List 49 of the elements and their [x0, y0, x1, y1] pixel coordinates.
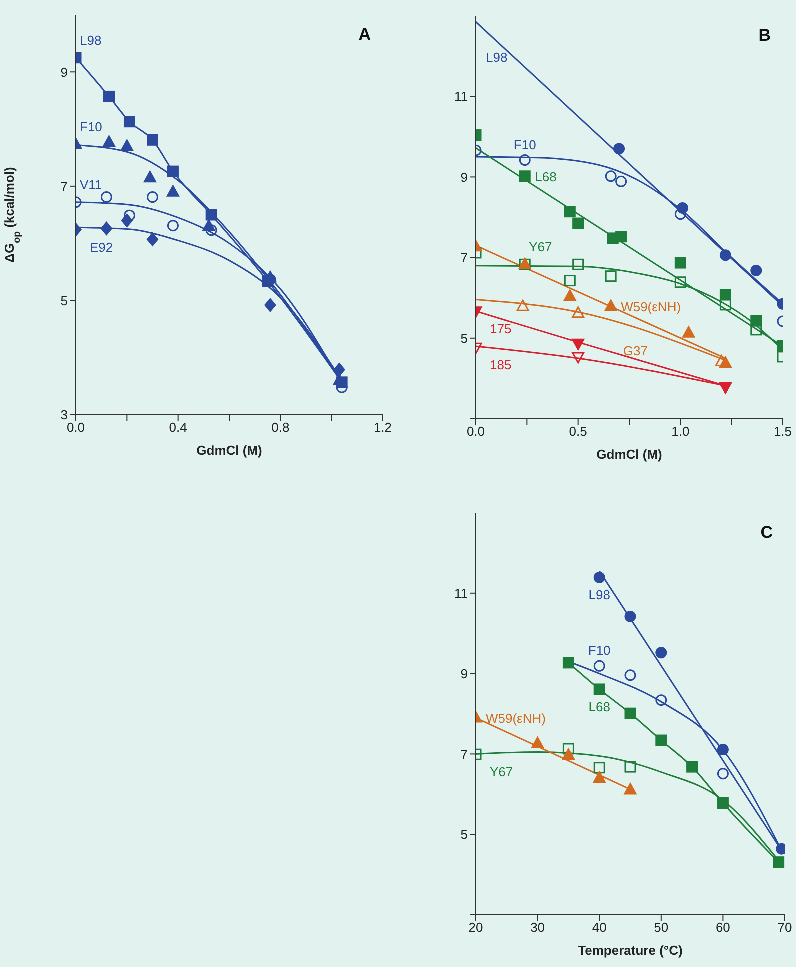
series-label: E92: [90, 240, 114, 255]
series-label: 175: [490, 321, 512, 336]
y-tick-label: 11: [454, 586, 468, 602]
x-axis-title: GdmCl (M): [596, 447, 662, 462]
series-label: L68: [535, 169, 557, 184]
y-tick-label: 9: [460, 170, 468, 185]
x-tick-label: 50: [654, 920, 669, 936]
x-tick-label: 0.8: [272, 420, 290, 436]
x-tick-label: 70: [778, 920, 792, 936]
y-tick-label: 7: [460, 746, 468, 762]
x-axis-title: GdmCl (M): [196, 443, 262, 458]
x-tick-label: 1.5: [774, 424, 792, 440]
x-tick-label: 0.0: [466, 424, 486, 440]
x-tick-label: 20: [468, 920, 484, 936]
text: C: [760, 523, 773, 543]
y-tick-label: 7: [460, 250, 468, 266]
series-label: Y67: [490, 764, 514, 780]
series-label: F10: [588, 643, 611, 658]
y-tick-label: 7: [60, 179, 68, 194]
series-label: L98: [486, 50, 508, 66]
x-tick-label: 0.0: [66, 420, 86, 436]
x-tick-label: 0.5: [569, 424, 588, 440]
series-label: Y67: [529, 240, 552, 255]
text: G37: [623, 343, 648, 358]
x-tick-label: 30: [530, 920, 546, 936]
x-tick-label: 1.2: [374, 420, 392, 436]
y-tick-label: 9: [60, 64, 68, 80]
x-tick-label: 40: [592, 920, 607, 936]
y-tick-label: 11: [454, 89, 468, 104]
y-tick-label: 5: [60, 293, 68, 308]
series-label: L98: [588, 588, 610, 603]
y-tick-label: 5: [460, 331, 468, 346]
x-axis-title: Temperature (°C): [578, 943, 683, 958]
x-tick-label: 60: [716, 920, 730, 936]
x-tick-label: 0.4: [169, 420, 188, 436]
series-label: L68: [588, 699, 610, 714]
series-label: L98: [80, 32, 102, 48]
y-tick-label: 5: [460, 827, 468, 842]
text: B: [758, 26, 771, 46]
x-tick-label: 1.0: [672, 424, 690, 440]
series-label: V11: [80, 177, 102, 192]
series-label: F10: [514, 137, 536, 152]
series-label: 185: [490, 358, 512, 373]
series-label: W59(εNH): [621, 300, 682, 315]
text: A: [358, 25, 371, 45]
y-tick-label: 9: [460, 666, 468, 682]
series-label: W59(εNH): [486, 711, 546, 726]
y-tick-label: 3: [60, 408, 68, 423]
series-label: F10: [80, 120, 102, 135]
